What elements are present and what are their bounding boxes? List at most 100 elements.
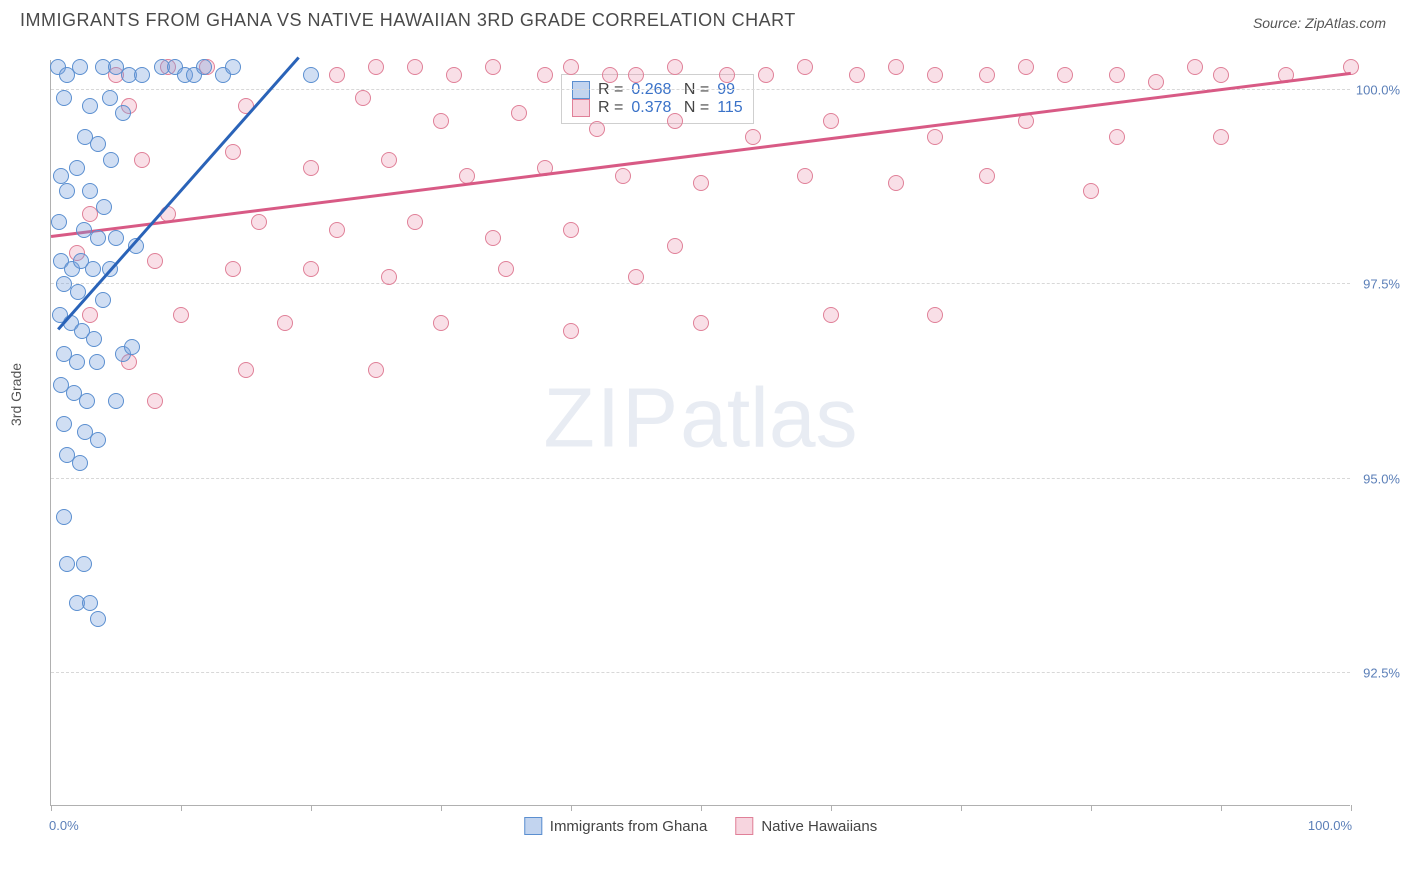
data-point-hawaiian xyxy=(498,261,514,277)
data-point-hawaiian xyxy=(433,113,449,129)
data-point-ghana xyxy=(225,59,241,75)
x-axis-min-label: 0.0% xyxy=(49,818,79,833)
y-tick-label: 97.5% xyxy=(1352,277,1400,292)
data-point-hawaiian xyxy=(433,315,449,331)
data-point-hawaiian xyxy=(927,129,943,145)
data-point-ghana xyxy=(72,455,88,471)
data-point-hawaiian xyxy=(797,168,813,184)
data-point-ghana xyxy=(82,98,98,114)
data-point-hawaiian xyxy=(1148,74,1164,90)
data-point-hawaiian xyxy=(537,67,553,83)
data-point-hawaiian xyxy=(927,67,943,83)
data-point-hawaiian xyxy=(615,168,631,184)
x-tick xyxy=(441,805,442,811)
data-point-hawaiian xyxy=(329,222,345,238)
data-point-hawaiian xyxy=(667,113,683,129)
x-axis-max-label: 100.0% xyxy=(1308,818,1352,833)
data-point-hawaiian xyxy=(381,152,397,168)
stat-r-hawaiian: 0.378 xyxy=(631,99,671,117)
source-credit: Source: ZipAtlas.com xyxy=(1253,15,1386,31)
data-point-hawaiian xyxy=(147,253,163,269)
data-point-ghana xyxy=(69,354,85,370)
data-point-ghana xyxy=(79,393,95,409)
data-point-hawaiian xyxy=(1213,129,1229,145)
x-tick xyxy=(1221,805,1222,811)
data-point-hawaiian xyxy=(628,67,644,83)
data-point-hawaiian xyxy=(693,315,709,331)
data-point-ghana xyxy=(59,556,75,572)
x-tick xyxy=(831,805,832,811)
data-point-hawaiian xyxy=(589,121,605,137)
watermark-atlas: atlas xyxy=(680,370,857,464)
data-point-hawaiian xyxy=(173,307,189,323)
y-tick-label: 92.5% xyxy=(1352,665,1400,680)
gridline xyxy=(51,672,1350,673)
data-point-hawaiian xyxy=(1018,59,1034,75)
data-point-hawaiian xyxy=(667,59,683,75)
gridline xyxy=(51,478,1350,479)
data-point-hawaiian xyxy=(849,67,865,83)
source-name: ZipAtlas.com xyxy=(1305,15,1386,31)
data-point-ghana xyxy=(196,59,212,75)
chart-title: IMMIGRANTS FROM GHANA VS NATIVE HAWAIIAN… xyxy=(20,10,796,31)
legend-bottom: Immigrants from Ghana Native Hawaiians xyxy=(524,817,877,835)
data-point-ghana xyxy=(108,230,124,246)
data-point-hawaiian xyxy=(693,175,709,191)
data-point-ghana xyxy=(56,509,72,525)
source-prefix: Source: xyxy=(1253,15,1305,31)
scatter-plot: ZIPatlas R = 0.268 N = 99 R = 0.378 N = … xyxy=(50,60,1350,806)
legend-item-hawaiian: Native Hawaiians xyxy=(735,817,877,835)
data-point-ghana xyxy=(85,261,101,277)
data-point-ghana xyxy=(103,152,119,168)
x-tick xyxy=(701,805,702,811)
data-point-hawaiian xyxy=(485,230,501,246)
data-point-hawaiian xyxy=(238,362,254,378)
data-point-ghana xyxy=(90,432,106,448)
data-point-ghana xyxy=(53,168,69,184)
data-point-ghana xyxy=(82,183,98,199)
chart-wrap: 3rd Grade ZIPatlas R = 0.268 N = 99 R = … xyxy=(0,46,1406,846)
data-point-ghana xyxy=(303,67,319,83)
data-point-hawaiian xyxy=(888,175,904,191)
data-point-ghana xyxy=(90,136,106,152)
data-point-hawaiian xyxy=(407,59,423,75)
data-point-hawaiian xyxy=(147,393,163,409)
data-point-hawaiian xyxy=(628,269,644,285)
data-point-hawaiian xyxy=(381,269,397,285)
data-point-hawaiian xyxy=(329,67,345,83)
legend-label-hawaiian: Native Hawaiians xyxy=(761,818,877,835)
data-point-ghana xyxy=(56,416,72,432)
y-axis-label: 3rd Grade xyxy=(8,363,24,426)
gridline xyxy=(51,283,1350,284)
data-point-hawaiian xyxy=(303,261,319,277)
data-point-hawaiian xyxy=(277,315,293,331)
data-point-hawaiian xyxy=(563,222,579,238)
data-point-hawaiian xyxy=(719,67,735,83)
data-point-ghana xyxy=(90,230,106,246)
legend-item-ghana: Immigrants from Ghana xyxy=(524,817,708,835)
y-tick-label: 100.0% xyxy=(1352,83,1400,98)
data-point-ghana xyxy=(95,292,111,308)
legend-swatch-hawaiian-icon xyxy=(735,817,753,835)
data-point-hawaiian xyxy=(368,59,384,75)
data-point-ghana xyxy=(59,183,75,199)
data-point-hawaiian xyxy=(667,238,683,254)
data-point-hawaiian xyxy=(407,214,423,230)
x-tick xyxy=(571,805,572,811)
data-point-ghana xyxy=(82,595,98,611)
data-point-ghana xyxy=(51,214,67,230)
stats-row-hawaiian: R = 0.378 N = 115 xyxy=(572,99,743,117)
x-tick xyxy=(1351,805,1352,811)
data-point-hawaiian xyxy=(355,90,371,106)
data-point-ghana xyxy=(72,59,88,75)
data-point-hawaiian xyxy=(927,307,943,323)
data-point-ghana xyxy=(134,67,150,83)
watermark: ZIPatlas xyxy=(543,369,857,466)
data-point-hawaiian xyxy=(485,59,501,75)
data-point-ghana xyxy=(115,105,131,121)
data-point-hawaiian xyxy=(823,113,839,129)
data-point-hawaiian xyxy=(1057,67,1073,83)
data-point-hawaiian xyxy=(1083,183,1099,199)
legend-label-ghana: Immigrants from Ghana xyxy=(550,818,708,835)
data-point-ghana xyxy=(56,90,72,106)
